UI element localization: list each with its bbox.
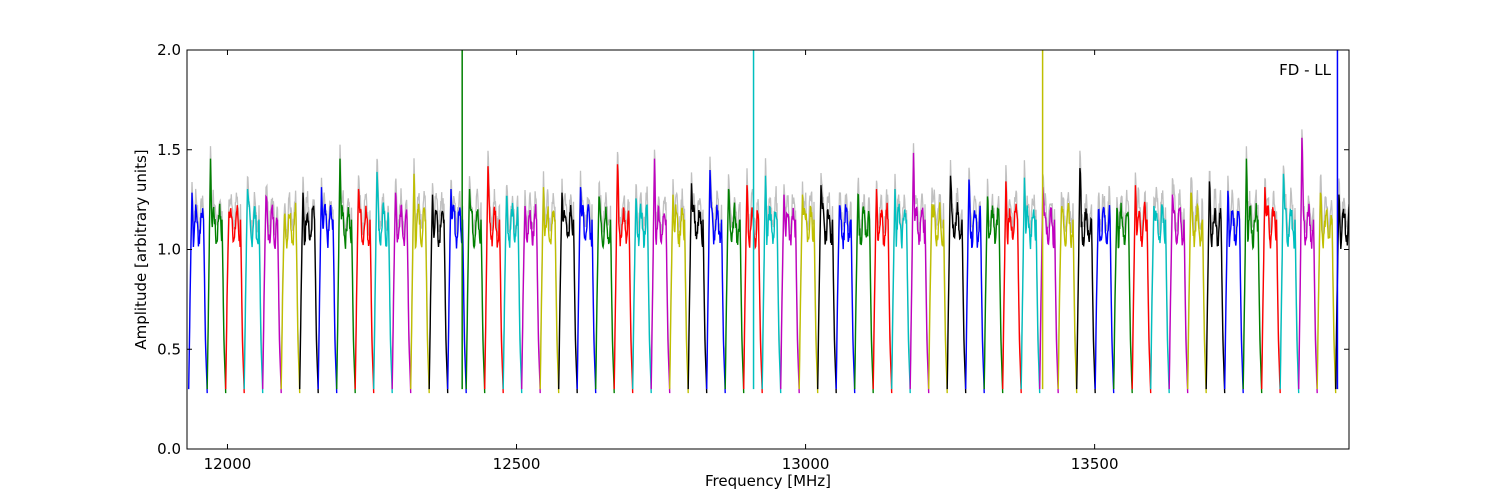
series-line-24 (613, 164, 634, 394)
series-line-61 (1298, 137, 1318, 394)
plot-frame (186, 49, 1350, 450)
series-line-26 (650, 158, 671, 394)
series-line-48 (1057, 203, 1078, 394)
series-line-4 (243, 188, 264, 394)
series-line-12 (391, 192, 412, 394)
series-line-34 (798, 194, 819, 394)
series-line-28 (687, 183, 708, 394)
series-line-63 (1335, 194, 1349, 390)
series-line-5 (262, 194, 282, 394)
series-line-15 (447, 188, 467, 394)
series-line-22 (576, 187, 597, 394)
series-line-51 (1113, 202, 1133, 394)
series-line-7 (299, 192, 319, 394)
series-line-14 (428, 194, 449, 394)
series-line-18 (502, 195, 523, 394)
series-line-41 (928, 202, 948, 394)
series-line-37 (854, 193, 874, 394)
background-series-line (188, 129, 1349, 386)
series-line-58 (1242, 158, 1263, 394)
series-line-6 (280, 202, 301, 394)
series-line-43 (965, 179, 985, 394)
series-line-16 (465, 188, 486, 394)
series-line-55 (1187, 192, 1207, 394)
series-line-38 (872, 188, 893, 394)
series-line-19 (521, 204, 541, 394)
y-tick-label: 1.0 (157, 241, 181, 259)
series-line-8 (317, 187, 338, 394)
y-tick-label: 0.5 (157, 340, 181, 358)
series-line-23 (595, 196, 615, 394)
series-line-44 (983, 196, 1004, 394)
series-line-10 (354, 188, 375, 394)
series-line-3 (225, 205, 245, 394)
series-line-39 (891, 188, 911, 394)
series-line-32 (761, 175, 782, 394)
series-line-29 (706, 169, 726, 394)
series-line-35 (817, 185, 837, 394)
series-line-59 (1261, 187, 1281, 394)
x-axis-label: Frequency [MHz] (705, 472, 831, 490)
series-line-54 (1168, 194, 1189, 394)
y-tick-label: 0.0 (157, 440, 181, 458)
series-line-40 (909, 152, 930, 394)
series-line-42 (946, 175, 967, 394)
series-line-25 (632, 198, 652, 394)
series-line-49 (1076, 168, 1096, 394)
series-line-13 (410, 173, 430, 394)
series-line-11 (373, 171, 393, 394)
annotation-label: FD - LL (1279, 61, 1331, 79)
series-line-21 (558, 192, 578, 394)
series-line-52 (1131, 185, 1152, 394)
series-layer (188, 50, 1349, 394)
series-line-2 (206, 158, 227, 394)
y-axis-label: Amplitude [arbitrary units] (132, 149, 150, 349)
series-line-57 (1224, 190, 1244, 394)
series-line-20 (539, 187, 560, 394)
series-line-27 (669, 194, 689, 394)
series-line-30 (724, 188, 745, 394)
series-line-56 (1205, 181, 1226, 394)
x-tick-label: 12000 (204, 455, 252, 473)
series-line-46 (1020, 177, 1041, 394)
x-tick-label: 13500 (1071, 455, 1119, 473)
series-line-45 (1002, 181, 1022, 394)
y-tick-label: 2.0 (157, 41, 181, 59)
x-tick-label: 12500 (493, 455, 541, 473)
x-tick-label: 13000 (782, 455, 830, 473)
tick-layer: 12000 12500 13000 13500 0.0 0.5 1.0 1.5 2.0 (157, 41, 1349, 473)
series-line-17 (484, 166, 504, 394)
series-line-53 (1150, 204, 1170, 394)
y-tick-label: 1.5 (157, 141, 181, 159)
series-line-60 (1279, 173, 1300, 394)
series-line-50 (1094, 205, 1115, 394)
series-line-62 (1316, 192, 1337, 394)
series-line-33 (780, 194, 800, 394)
series-line-9 (336, 158, 356, 394)
series-line-1 (188, 192, 208, 394)
series-line-36 (835, 204, 856, 394)
